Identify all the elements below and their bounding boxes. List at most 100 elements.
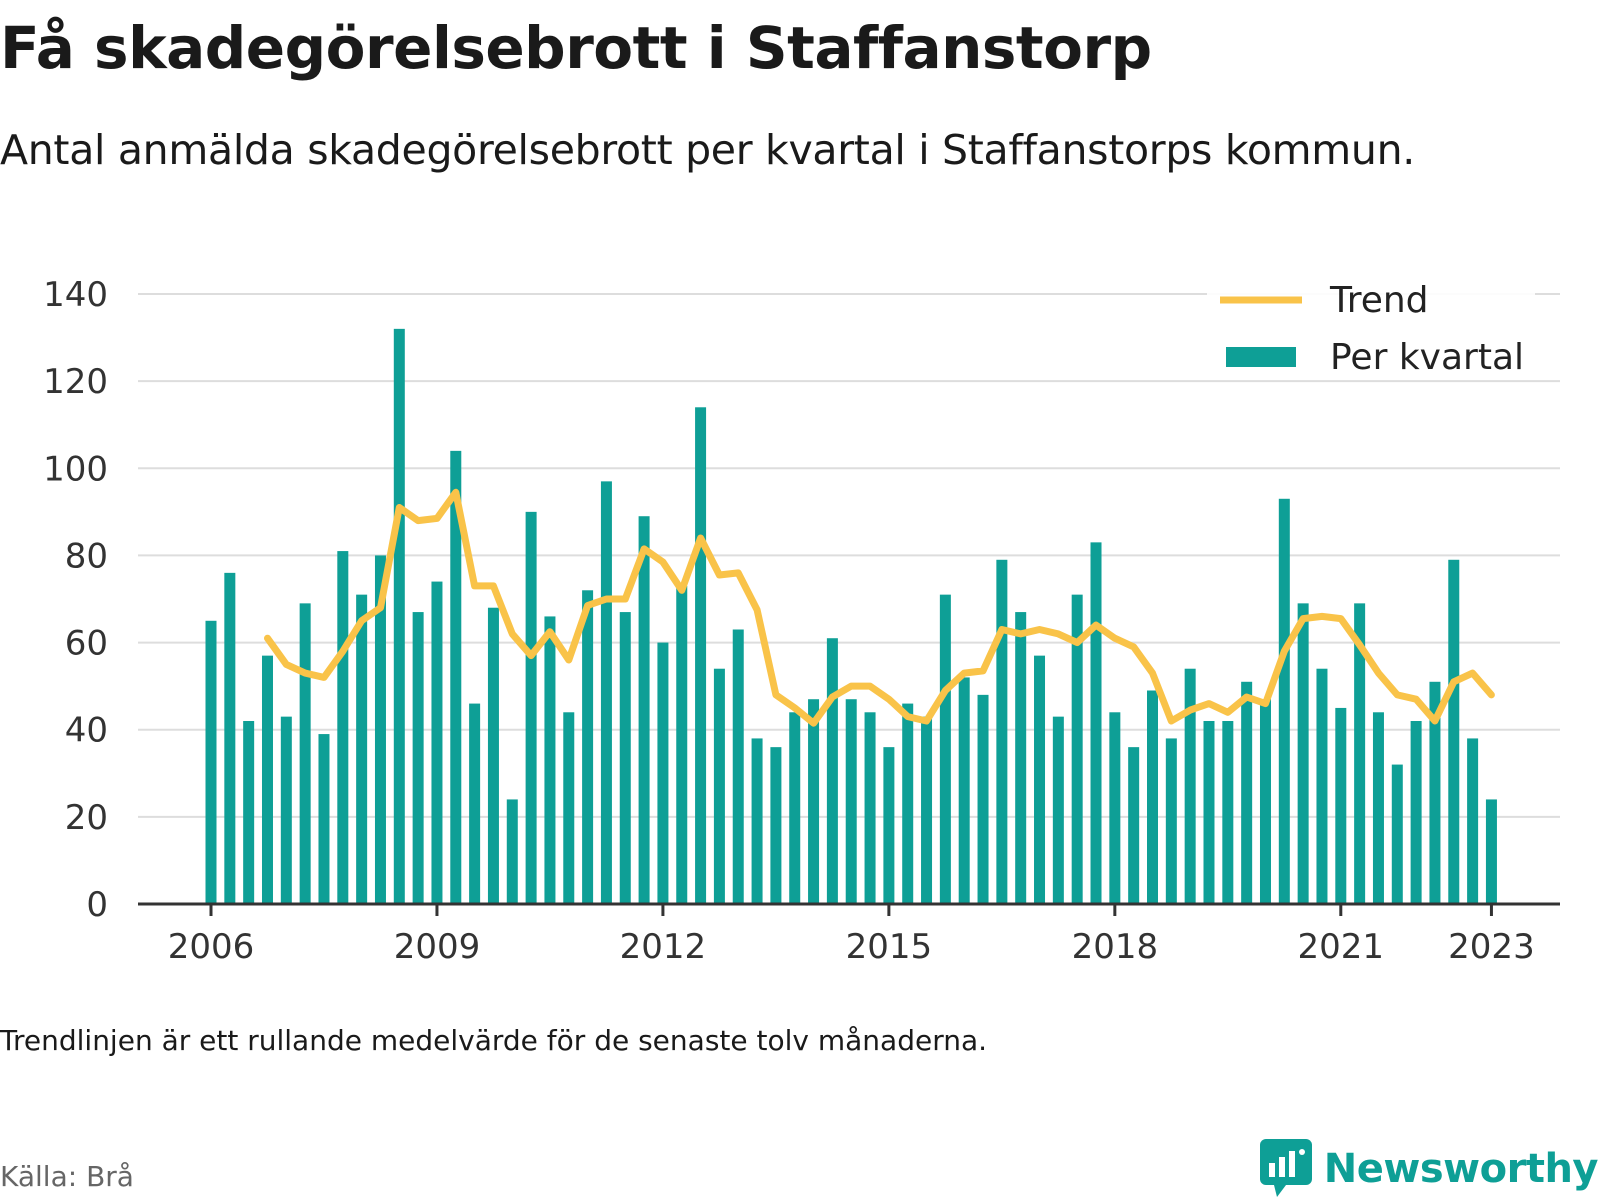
bar xyxy=(544,616,556,904)
chart-title: Få skadegörelsebrott i Staffanstorp xyxy=(0,14,1152,82)
bar xyxy=(657,642,669,904)
bar xyxy=(563,712,575,904)
legend-label-per-kvartal: Per kvartal xyxy=(1330,337,1524,378)
source-note: Källa: Brå xyxy=(0,1160,134,1193)
bar xyxy=(1372,712,1384,904)
bar xyxy=(1467,738,1479,904)
bar xyxy=(826,638,838,904)
bar xyxy=(356,594,368,904)
bar xyxy=(845,699,857,904)
bar xyxy=(1391,764,1403,904)
bar xyxy=(299,603,311,904)
bar xyxy=(374,555,386,904)
y-tick-label: 120 xyxy=(43,362,108,402)
bar xyxy=(977,694,989,904)
bar xyxy=(525,511,537,904)
bar xyxy=(638,516,650,904)
chart-subtitle: Antal anmälda skadegörelsebrott per kvar… xyxy=(0,126,1416,174)
bar xyxy=(902,703,914,904)
bar xyxy=(751,738,763,904)
y-tick-label: 80 xyxy=(65,536,108,576)
x-tick-label: 2015 xyxy=(846,927,933,967)
bar xyxy=(205,620,217,904)
y-tick-label: 40 xyxy=(65,711,108,751)
bar xyxy=(224,572,236,904)
bar xyxy=(939,594,951,904)
bar xyxy=(600,481,612,904)
y-tick-label: 0 xyxy=(86,885,108,925)
bar xyxy=(619,612,631,904)
newsworthy-logo-icon xyxy=(1259,1139,1312,1197)
x-tick-label: 2018 xyxy=(1072,927,1159,967)
bar xyxy=(1203,721,1215,904)
bar xyxy=(1090,542,1102,904)
bar xyxy=(243,721,255,904)
bar xyxy=(1429,681,1441,904)
bar xyxy=(921,716,933,904)
bar xyxy=(318,734,330,904)
bar xyxy=(450,450,462,904)
brand-name: Newsworthy xyxy=(1323,1146,1599,1192)
bar xyxy=(1278,498,1290,904)
bar xyxy=(1165,738,1177,904)
y-tick-label: 100 xyxy=(43,449,108,489)
bar xyxy=(1147,690,1158,904)
bar xyxy=(1335,707,1347,904)
brand-logo[interactable]: Newsworthy xyxy=(1259,1139,1599,1199)
x-tick-label: 2023 xyxy=(1448,927,1535,967)
bar xyxy=(1316,668,1328,904)
legend-label-trend: Trend xyxy=(1329,280,1429,321)
y-tick-label: 60 xyxy=(65,624,108,664)
bar xyxy=(1128,747,1140,904)
x-tick-label: 2009 xyxy=(394,927,481,967)
bar xyxy=(883,747,895,904)
bar xyxy=(1448,559,1460,904)
trend-line xyxy=(264,488,1495,727)
bar xyxy=(713,668,725,904)
bar xyxy=(1222,721,1234,904)
bar xyxy=(582,590,594,904)
y-tick-label: 20 xyxy=(65,798,108,838)
bars xyxy=(205,328,1497,904)
bar xyxy=(1052,716,1064,904)
bar xyxy=(1241,681,1253,904)
bar xyxy=(695,407,707,904)
y-tick-label: 140 xyxy=(43,275,108,315)
bar xyxy=(469,703,481,904)
bar xyxy=(261,655,273,904)
bar xyxy=(393,328,405,904)
x-tick-label: 2012 xyxy=(620,927,707,967)
trend-line-layer xyxy=(264,488,1495,727)
footnote: Trendlinjen är ett rullande medelvärde f… xyxy=(0,1024,988,1057)
bar xyxy=(280,716,292,904)
bar xyxy=(1034,655,1046,904)
legend-swatch-per-kvartal xyxy=(1226,347,1296,367)
bar xyxy=(431,581,443,904)
bar xyxy=(337,551,349,904)
bar xyxy=(1184,668,1196,904)
legend: Trend Per kvartal xyxy=(1207,280,1535,380)
bar xyxy=(1297,603,1309,904)
bar xyxy=(1259,699,1271,904)
bar xyxy=(1109,712,1121,904)
bar xyxy=(958,677,970,904)
bar xyxy=(732,629,744,904)
bar xyxy=(770,747,782,904)
bar xyxy=(1071,594,1083,904)
bar xyxy=(506,799,518,904)
x-tick-label: 2006 xyxy=(168,927,255,967)
bar xyxy=(1354,603,1366,904)
chart: 0 20 40 60 80 100 120 140 2006 2009 2012 2015 2018 20… xyxy=(43,275,1560,967)
axes: 0 20 40 60 80 100 120 140 2006 2009 2012 2015 2018 20… xyxy=(43,275,1560,967)
bar xyxy=(1015,612,1027,904)
bar xyxy=(808,699,820,904)
x-tick-label: 2021 xyxy=(1298,927,1385,967)
bar xyxy=(1485,799,1497,904)
bar xyxy=(676,585,688,904)
bar xyxy=(1410,721,1422,904)
bar xyxy=(864,712,876,904)
bar xyxy=(412,612,424,904)
bar xyxy=(996,559,1008,904)
bar xyxy=(487,607,499,904)
bar xyxy=(789,712,801,904)
